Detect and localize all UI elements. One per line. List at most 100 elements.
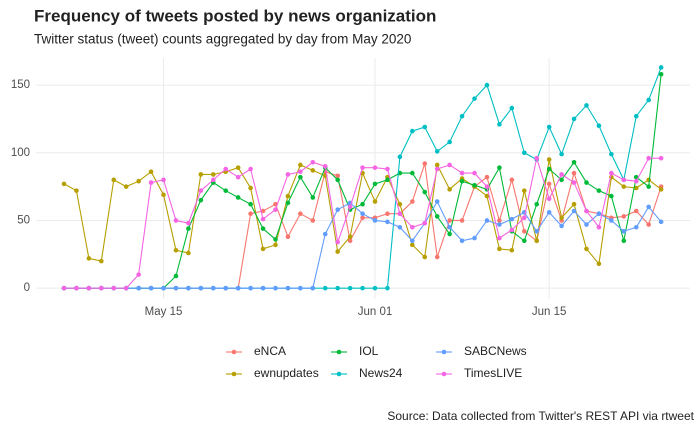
point: [248, 185, 253, 191]
point: [434, 254, 440, 260]
point: [633, 113, 639, 119]
point: [136, 178, 141, 184]
point: [633, 208, 639, 214]
point: [360, 215, 365, 221]
point: [596, 188, 602, 193]
point: [347, 204, 353, 210]
point: [260, 246, 266, 252]
point: [61, 181, 67, 187]
point: [385, 211, 390, 217]
point: [360, 201, 365, 207]
point: [459, 178, 465, 184]
point: [397, 154, 403, 160]
point: [484, 218, 490, 223]
point: [596, 224, 602, 230]
point: [559, 215, 564, 221]
point: [161, 285, 166, 291]
point: [621, 229, 627, 234]
point: [235, 165, 241, 170]
point: [298, 169, 303, 175]
point: [546, 157, 552, 162]
point: [235, 195, 241, 200]
point: [484, 193, 490, 199]
point: [571, 201, 577, 207]
point: [161, 177, 166, 183]
point: [621, 214, 627, 219]
point: [584, 246, 589, 252]
point: [148, 180, 154, 185]
point: [173, 285, 179, 291]
point: [210, 285, 216, 291]
legend-label: ewnupdates: [254, 366, 319, 380]
point: [310, 285, 316, 291]
point: [447, 139, 452, 145]
point: [260, 208, 266, 214]
point: [372, 285, 378, 291]
point: [497, 235, 502, 241]
point: [646, 177, 651, 183]
series-line: [64, 157, 662, 289]
point: [546, 124, 552, 130]
point: [310, 159, 316, 165]
point: [584, 103, 589, 108]
point: [422, 161, 428, 166]
caption: Source: Data collected from Twitter's RE…: [387, 409, 694, 423]
point: [186, 220, 191, 226]
point: [447, 187, 452, 192]
point: [273, 242, 278, 248]
point: [397, 224, 403, 230]
legend-swatch: [441, 349, 447, 355]
point: [99, 285, 104, 291]
point: [285, 234, 291, 240]
point: [422, 220, 428, 226]
point: [497, 165, 502, 170]
point: [298, 211, 303, 217]
point: [546, 196, 552, 202]
legend-label: eNCA: [254, 344, 286, 358]
legend-label: TimesLIVE: [464, 366, 522, 380]
point: [472, 235, 477, 241]
point: [559, 172, 564, 177]
point: [335, 207, 340, 212]
point: [621, 177, 627, 183]
point: [609, 170, 614, 176]
point: [385, 166, 390, 172]
point: [410, 242, 415, 248]
point: [410, 224, 415, 230]
point: [509, 247, 515, 253]
point: [248, 285, 253, 291]
point: [546, 210, 552, 215]
point: [360, 211, 365, 217]
chart-title: Frequency of tweets posted by news organ…: [34, 6, 436, 25]
point: [372, 181, 378, 187]
point: [596, 123, 602, 128]
point: [385, 219, 390, 225]
point: [372, 218, 378, 223]
point: [186, 250, 191, 256]
point: [497, 218, 502, 223]
point: [136, 285, 141, 291]
point: [434, 166, 440, 172]
point: [559, 223, 564, 229]
point: [484, 184, 490, 189]
point: [235, 174, 241, 180]
point: [410, 128, 415, 134]
point: [459, 113, 465, 119]
point: [298, 162, 303, 168]
point: [422, 254, 428, 260]
point: [223, 188, 229, 193]
y-tick-label: 100: [11, 147, 30, 159]
point: [658, 219, 664, 225]
point: [123, 285, 129, 291]
point: [484, 174, 490, 180]
point: [310, 195, 316, 200]
point: [459, 218, 465, 223]
point: [621, 238, 627, 244]
point: [509, 227, 515, 233]
point: [74, 285, 79, 291]
point: [310, 168, 316, 173]
point: [658, 155, 664, 161]
point: [74, 188, 79, 193]
point: [298, 285, 303, 291]
y-tick-label: 0: [24, 282, 30, 294]
